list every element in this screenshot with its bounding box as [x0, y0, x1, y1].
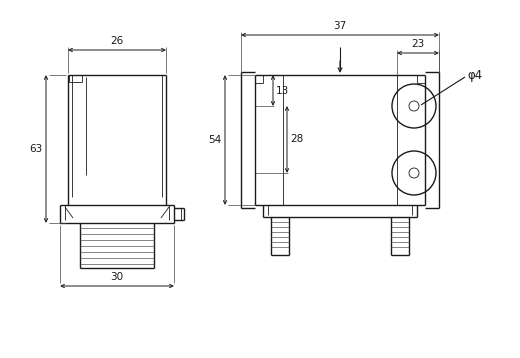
Text: 13: 13: [276, 86, 289, 96]
Text: 54: 54: [208, 135, 221, 145]
Text: 37: 37: [333, 21, 347, 31]
Text: 30: 30: [110, 272, 124, 282]
Text: φ4: φ4: [467, 69, 482, 82]
Text: 63: 63: [29, 144, 42, 154]
Text: 23: 23: [411, 39, 425, 49]
Text: 28: 28: [290, 135, 303, 145]
Text: 26: 26: [110, 36, 124, 46]
